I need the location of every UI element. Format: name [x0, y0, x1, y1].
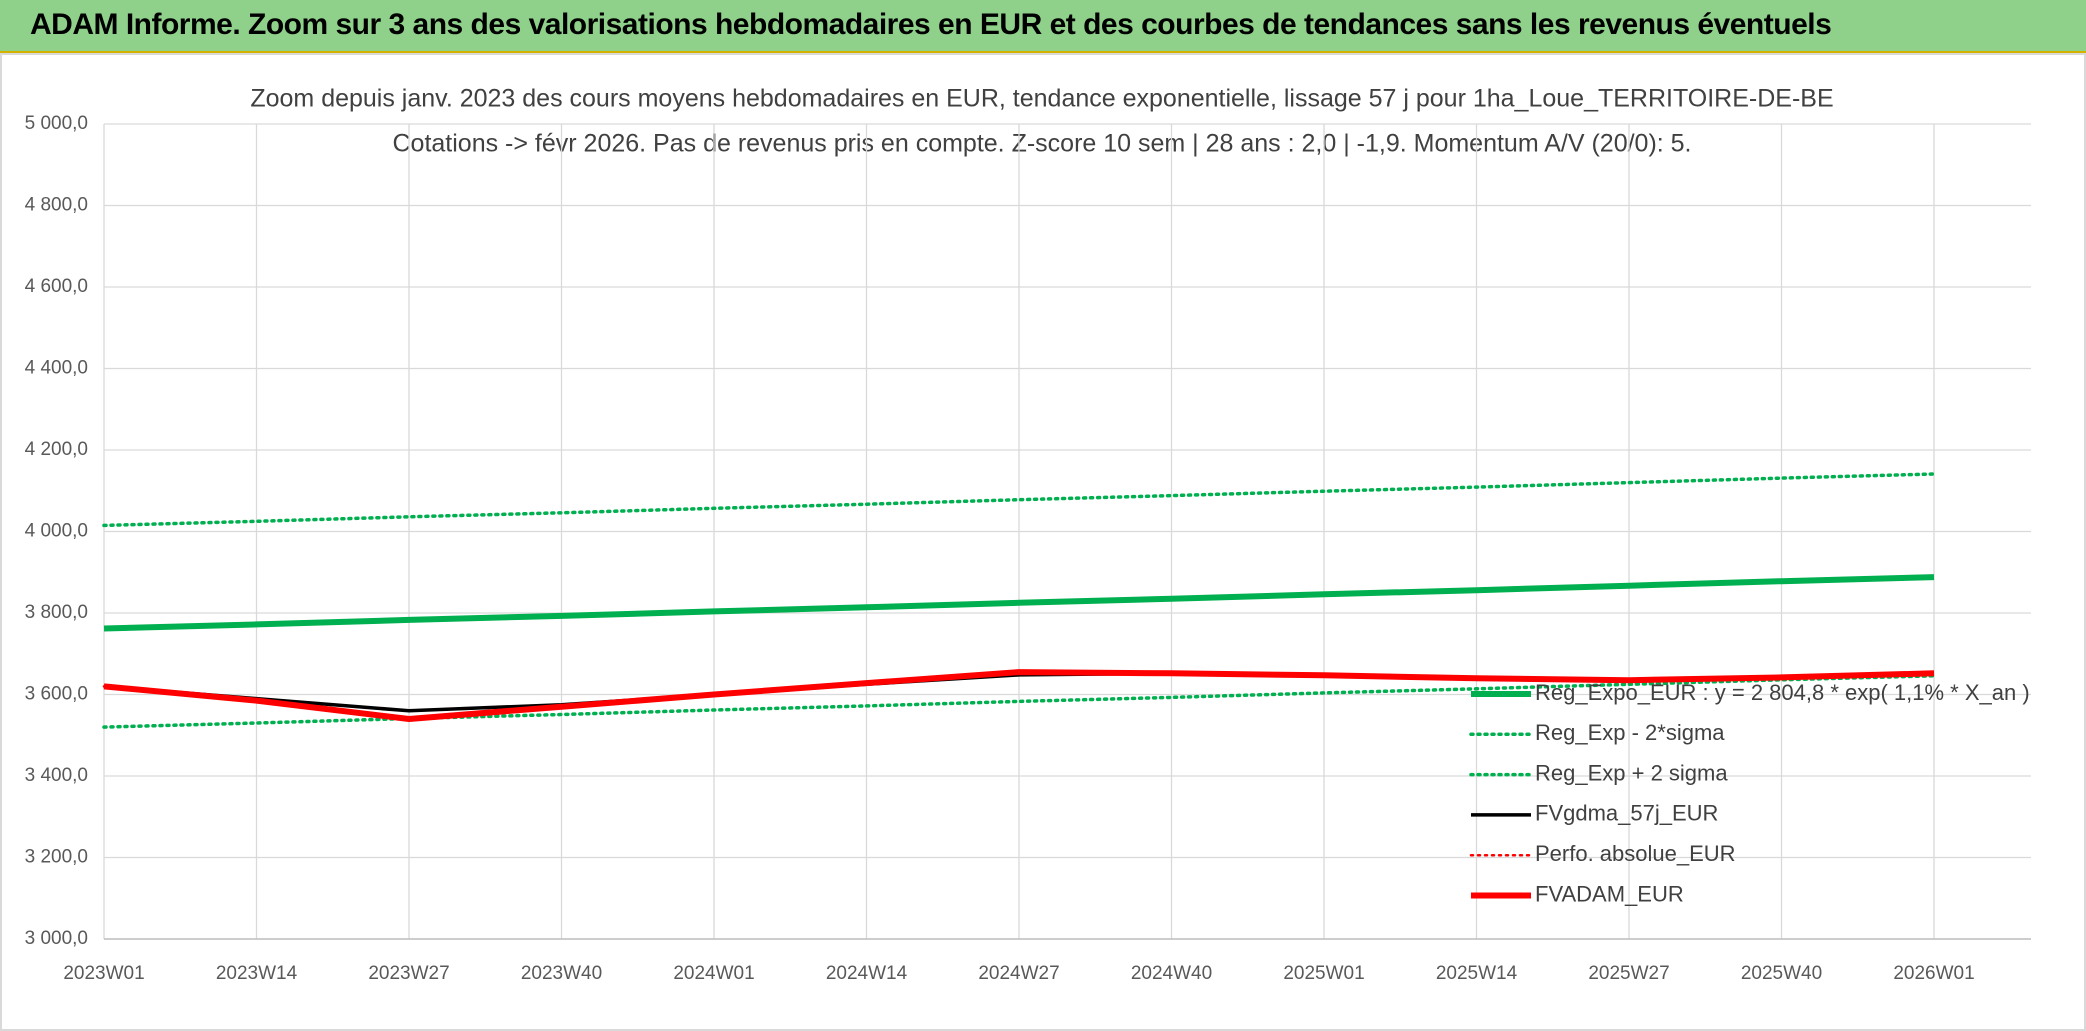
y-tick-label: 3 800,0 — [25, 602, 88, 623]
series-line — [103, 669, 1935, 722]
y-tick-label: 4 200,0 — [25, 439, 88, 460]
x-tick-label: 2025W40 — [1741, 963, 1822, 984]
x-tick-label: 2026W01 — [1893, 963, 1974, 984]
series-line — [102, 674, 1936, 729]
header-title: ADAM Informe. Zoom sur 3 ans des valoris… — [30, 8, 1832, 41]
header-bar: ADAM Informe. Zoom sur 3 ans des valoris… — [0, 0, 2086, 53]
series-line — [102, 472, 1936, 528]
legend-label: Reg_Exp - 2*sigma — [1535, 720, 1725, 745]
x-tick-label: 2023W40 — [521, 963, 602, 984]
legend-label: FVADAM_EUR — [1535, 881, 1684, 906]
y-tick-label: 4 400,0 — [25, 358, 88, 379]
y-tick-label: 3 200,0 — [25, 847, 88, 868]
y-tick-label: 3 400,0 — [25, 765, 88, 786]
series-line — [103, 574, 1935, 632]
x-tick-label: 2025W01 — [1283, 963, 1364, 984]
chart: Zoom depuis janv. 2023 des cours moyens … — [0, 53, 2086, 1031]
y-tick-label: 4 600,0 — [25, 276, 88, 297]
legend-label: Reg_Exp + 2 sigma — [1535, 760, 1728, 785]
chart-title: Zoom depuis janv. 2023 des cours moyens … — [250, 85, 1833, 113]
x-tick-label: 2023W01 — [63, 963, 144, 984]
x-tick-label: 2024W40 — [1131, 963, 1212, 984]
legend-label: Reg_Expo_EUR : y = 2 804,8 * exp( 1,1% *… — [1535, 680, 2030, 705]
x-tick-label: 2024W01 — [673, 963, 754, 984]
y-tick-label: 3 000,0 — [25, 928, 88, 949]
y-tick-label: 5 000,0 — [25, 113, 88, 134]
x-tick-label: 2025W27 — [1588, 963, 1669, 984]
chart-frame — [0, 53, 2086, 1031]
y-tick-label: 4 800,0 — [25, 195, 88, 216]
x-tick-label: 2023W27 — [368, 963, 449, 984]
x-tick-label: 2024W27 — [978, 963, 1059, 984]
chart-subtitle: Cotations -> févr 2026. Pas de revenus p… — [392, 130, 1691, 158]
x-tick-label: 2023W14 — [216, 963, 298, 984]
legend-label: Perfo. absolue_EUR — [1535, 841, 1736, 866]
y-tick-label: 4 000,0 — [25, 521, 88, 542]
y-tick-label: 3 600,0 — [25, 684, 88, 705]
x-tick-label: 2025W14 — [1436, 963, 1518, 984]
x-tick-label: 2024W14 — [826, 963, 908, 984]
legend-label: FVgdma_57j_EUR — [1535, 801, 1718, 826]
